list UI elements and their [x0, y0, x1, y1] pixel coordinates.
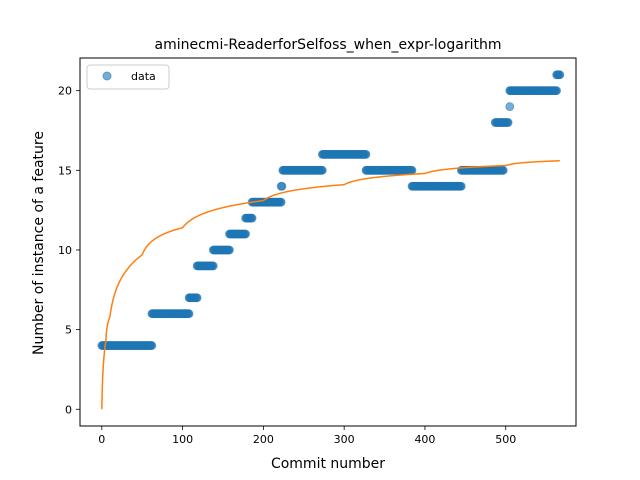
axes: 0 100 200 300 400 500 0 5 10 15 20: [58, 57, 577, 446]
legend-box: [86, 64, 170, 90]
y-tick-label: 20: [58, 85, 72, 98]
data-point: [147, 341, 157, 350]
x-tick-label: 200: [253, 433, 274, 446]
x-tick-label: 400: [414, 433, 435, 446]
legend: data: [86, 64, 170, 90]
data-point: [184, 309, 194, 319]
data-point: [456, 181, 466, 191]
y-axis-label: Number of instance of a feature: [31, 131, 47, 355]
data-point: [225, 245, 234, 255]
legend-label-data: data: [131, 70, 156, 83]
data-point: [247, 213, 257, 223]
plot-background: [80, 58, 576, 426]
data-point: [208, 261, 218, 271]
y-tick-label: 10: [58, 244, 72, 257]
data-point: [241, 229, 251, 239]
x-tick-label: 500: [495, 433, 516, 446]
data-point: [277, 181, 287, 191]
data-point: [407, 165, 417, 175]
data-point: [503, 118, 513, 127]
data-point: [498, 165, 508, 175]
data-point: [555, 70, 565, 80]
x-tick-label: 100: [172, 433, 193, 446]
data-point: [361, 149, 371, 159]
y-tick-label: 15: [58, 164, 72, 177]
x-tick-label: 0: [98, 433, 105, 446]
chart-marks: [97, 70, 565, 410]
chart-title: aminecmi-ReaderforSelfoss_when_expr-loga…: [155, 37, 502, 53]
y-tick-label: 5: [65, 324, 72, 337]
axes-frame: [79, 57, 577, 427]
data-point: [317, 165, 327, 175]
plot-area: [80, 58, 576, 426]
data-point: [552, 86, 562, 96]
data-point: [192, 293, 202, 303]
x-tick-label: 300: [334, 433, 355, 446]
fit-line: [101, 160, 560, 410]
legend-marker-data: [102, 71, 112, 81]
data-point: [505, 102, 515, 111]
x-axis-label: Commit number: [271, 456, 385, 472]
data-point: [276, 197, 286, 207]
y-tick-label: 0: [65, 403, 72, 416]
